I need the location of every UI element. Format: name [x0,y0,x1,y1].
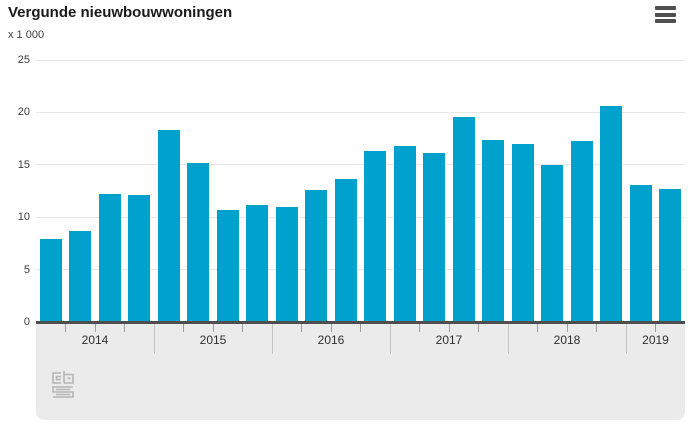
bar-2015-q2[interactable] [187,162,210,322]
plot-area [36,59,685,322]
year-separator [389,324,391,354]
tick-mark [242,324,243,332]
bar-2019-q2[interactable] [659,188,682,322]
year-label-2018: 2018 [553,333,581,347]
y-axis-tick-label: 0 [23,316,30,328]
tick-mark [596,324,597,332]
y-axis-tick-label: 25 [17,54,30,66]
y-axis-tick-label: 15 [17,158,30,171]
tick-mark [301,324,302,332]
hamburger-menu-icon [655,6,678,24]
x-axis-line [36,321,685,324]
bar-2016-q2[interactable] [305,189,328,322]
year-label-2015: 2015 [199,333,227,347]
year-label-2014: 2014 [81,333,109,347]
year-separator [507,324,509,354]
year-label-2017: 2017 [435,333,463,347]
tick-mark [124,324,125,332]
tick-mark [65,324,66,332]
year-separator [153,324,155,354]
y-axis-tick-label: 20 [17,106,30,119]
bar-2015-q4[interactable] [246,204,269,322]
tick-mark [183,324,184,332]
bar-2014-q2[interactable] [69,230,92,322]
bar-2016-q1[interactable] [275,206,298,322]
tick-mark [537,324,538,332]
gridline [36,111,685,113]
bar-2015-q1[interactable] [157,130,180,322]
year-separator [625,324,627,354]
year-label-2016: 2016 [317,333,345,347]
gridline [36,59,685,61]
gridline [36,216,685,218]
bar-2018-q4[interactable] [600,106,623,322]
bar-2017-q1[interactable] [393,145,416,322]
year-label-2019: 2019 [642,333,669,347]
tick-mark [448,324,450,332]
tick-mark [478,324,479,332]
year-separator [271,324,273,354]
tick-mark [330,324,332,332]
chart-title: Vergunde nieuwbouwwoningen [8,4,233,21]
cbs-logo [52,371,74,398]
bar-2016-q4[interactable] [364,151,387,322]
tick-mark [360,324,361,332]
x-axis-band: 2014 2015 2016 2017 2018 2019 [36,324,685,420]
bar-2015-q3[interactable] [216,209,239,322]
tick-mark [419,324,420,332]
context-menu-button[interactable] [654,5,679,27]
y-axis: 0 5 10 15 20 25 [0,54,30,328]
bar-2014-q4[interactable] [128,195,151,322]
bar-2019-q1[interactable] [629,184,652,322]
y-axis-tick-label: 10 [17,211,30,224]
y-axis-tick-label: 5 [23,263,30,276]
bar-2018-q2[interactable] [541,164,564,322]
tick-mark [212,324,214,332]
gridline [36,164,685,166]
y-axis-unit-label: x 1 000 [8,29,45,41]
bar-2017-q2[interactable] [423,153,446,322]
bar-2014-q3[interactable] [98,194,121,322]
bar-2017-q3[interactable] [452,116,475,322]
bar-2014-q1[interactable] [39,239,62,322]
tick-mark [94,324,96,332]
bar-2018-q1[interactable] [511,143,534,322]
bar-2016-q3[interactable] [334,179,357,322]
bar-2017-q4[interactable] [482,139,505,322]
gridline [36,269,685,271]
bar-2018-q3[interactable] [570,140,593,322]
tick-mark [566,324,568,332]
tick-mark [655,324,656,332]
